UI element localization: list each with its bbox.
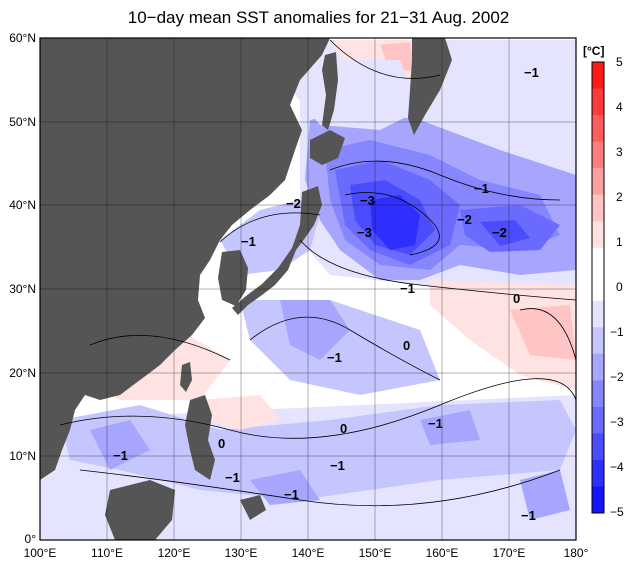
contour-label: −3 bbox=[360, 193, 375, 208]
colorbar-swatch bbox=[592, 221, 604, 249]
contour-label-group: −1 −2 −1 −3 −3 −1 −2 −2 −1 0 0 −1 0 −1 −… bbox=[113, 65, 539, 523]
colorbar-tick-label: 0 bbox=[616, 280, 623, 294]
map-title: 10−day mean SST anomalies for 21−31 Aug.… bbox=[127, 8, 510, 27]
lat-tick-label: 40°N bbox=[9, 198, 36, 212]
contour-label: −1 bbox=[428, 416, 443, 431]
colorbar-tick-label: −4 bbox=[610, 460, 624, 474]
colorbar-swatch bbox=[592, 433, 604, 461]
contour-label: −1 bbox=[113, 448, 128, 463]
colorbar-swatch bbox=[592, 300, 604, 328]
colorbar-swatch bbox=[592, 380, 604, 408]
lon-tick-label: 120°E bbox=[158, 546, 191, 560]
contour-label: 0 bbox=[403, 338, 410, 353]
lat-axis: 0° 10°N 20°N 30°N 40°N 50°N 60°N bbox=[9, 31, 36, 546]
colorbar-swatch bbox=[592, 115, 604, 143]
lon-tick-label: 170°E bbox=[493, 546, 526, 560]
colorbar-swatch bbox=[592, 274, 604, 302]
colorbar-swatch bbox=[592, 353, 604, 381]
colorbar-swatch bbox=[592, 194, 604, 222]
contour-label: −3 bbox=[357, 225, 372, 240]
colorbar-tick-label: −2 bbox=[610, 370, 624, 384]
contour-label: −1 bbox=[284, 487, 299, 502]
colorbar-swatch bbox=[592, 62, 604, 90]
contour-label: −2 bbox=[492, 225, 507, 240]
contour-label: −1 bbox=[524, 65, 539, 80]
lon-tick-label: 150°E bbox=[359, 546, 392, 560]
colorbar-swatch bbox=[592, 459, 604, 487]
lat-tick-label: 50°N bbox=[9, 115, 36, 129]
colorbar-unit-label: [°C] bbox=[583, 44, 605, 58]
contour-label: −1 bbox=[241, 234, 256, 249]
colorbar: 5 4 3 2 1 0 −1 −2 −3 −4 −5 bbox=[591, 55, 624, 519]
colorbar-tick-label: 5 bbox=[616, 55, 623, 69]
lon-tick-label: 140°E bbox=[292, 546, 325, 560]
lon-axis: 100°E 110°E 120°E 130°E 140°E 150°E 160°… bbox=[24, 546, 589, 560]
lon-tick-label: 160°E bbox=[426, 546, 459, 560]
colorbar-frame bbox=[591, 61, 605, 514]
colorbar-swatch bbox=[592, 247, 604, 275]
colorbar-tick-label: 2 bbox=[616, 190, 623, 204]
contour-label: −1 bbox=[327, 350, 342, 365]
colorbar-swatch bbox=[592, 88, 604, 116]
lat-tick-label: 0° bbox=[25, 532, 37, 546]
colorbar-tick-label: 1 bbox=[616, 235, 623, 249]
contour-lines bbox=[59, 39, 576, 507]
colorbar-tick-label: 3 bbox=[616, 145, 623, 159]
lon-tick-label: 130°E bbox=[225, 546, 258, 560]
colorbar-labels: 5 4 3 2 1 0 −1 −2 −3 −4 −5 bbox=[610, 55, 624, 519]
lon-tick-label: 110°E bbox=[91, 546, 123, 560]
map-frame bbox=[39, 37, 577, 541]
contour-label: 0 bbox=[218, 436, 225, 451]
contour-label: −1 bbox=[474, 181, 489, 196]
colorbar-tick-label: −3 bbox=[610, 415, 624, 429]
contour-label: −2 bbox=[286, 196, 301, 211]
contour-label: −2 bbox=[457, 212, 472, 227]
contour-label: 0 bbox=[340, 421, 347, 436]
colorbar-tick-label: −5 bbox=[610, 505, 624, 519]
colorbar-swatch bbox=[592, 168, 604, 196]
colorbar-swatch bbox=[592, 486, 604, 514]
lat-tick-label: 30°N bbox=[9, 282, 36, 296]
contour-label: 0 bbox=[513, 291, 520, 306]
contour-label: −1 bbox=[225, 470, 240, 485]
lat-tick-label: 10°N bbox=[9, 449, 36, 463]
colorbar-swatch bbox=[592, 327, 604, 355]
colorbar-tick-label: 4 bbox=[616, 100, 623, 114]
contour-label: −1 bbox=[400, 281, 415, 296]
lat-tick-label: 20°N bbox=[9, 366, 36, 380]
lat-tick-label: 60°N bbox=[9, 31, 36, 45]
contour-label: −1 bbox=[521, 508, 536, 523]
colorbar-tick-label: −1 bbox=[610, 325, 624, 339]
colorbar-swatch bbox=[592, 141, 604, 169]
lon-tick-label: 180° bbox=[564, 546, 589, 560]
land-masses bbox=[40, 38, 452, 540]
lon-tick-label: 100°E bbox=[24, 546, 57, 560]
contour-label: −1 bbox=[330, 458, 345, 473]
colorbar-swatch bbox=[592, 406, 604, 434]
